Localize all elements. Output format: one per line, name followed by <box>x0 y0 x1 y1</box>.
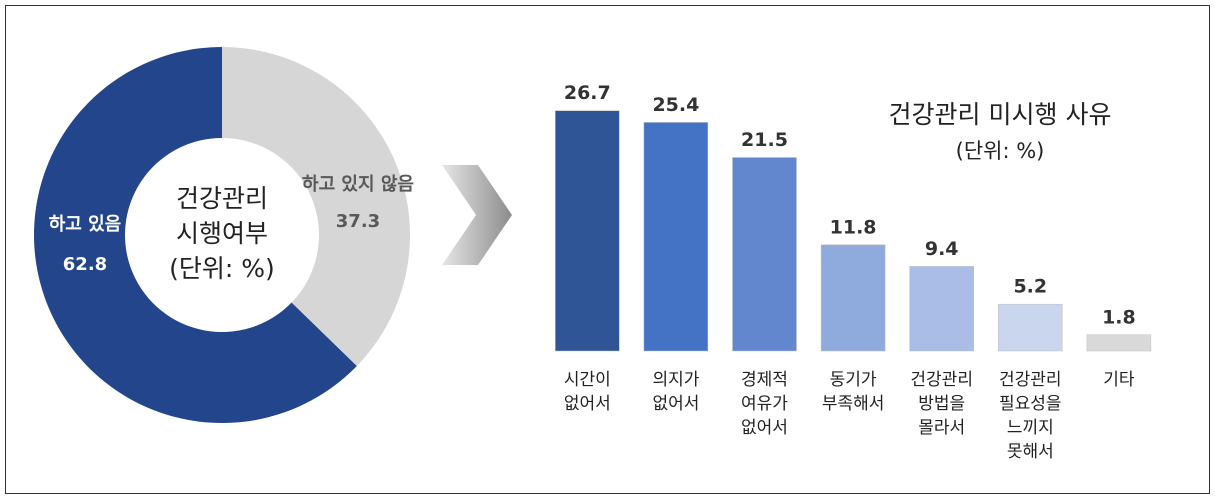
x-tick-label: 없어서 <box>652 394 699 414</box>
x-tick-label: 시간이 <box>564 370 611 390</box>
x-tick-label: 못해서 <box>1007 442 1054 462</box>
donut-slice <box>33 47 357 424</box>
slice-label: 하고 있지 않음 <box>302 174 414 195</box>
x-tick-label: 여유가 <box>741 394 788 414</box>
bar <box>555 110 620 352</box>
bar <box>909 266 974 352</box>
data-label: 26.7 <box>564 82 611 104</box>
data-label: 1.8 <box>1102 306 1136 328</box>
data-label: 21.5 <box>741 129 788 151</box>
data-label: 9.4 <box>925 238 959 260</box>
bar <box>998 303 1063 352</box>
bar-subtitle: (단위: %) <box>956 139 1045 163</box>
slice-value: 62.8 <box>63 254 107 275</box>
bar <box>732 157 797 352</box>
bar <box>643 122 709 352</box>
x-tick-label: 기타 <box>1103 370 1135 390</box>
data-label: 25.4 <box>652 94 699 116</box>
x-tick-label: 방법을 <box>918 394 965 414</box>
bar-title: 건강관리 미시행 사유 <box>889 100 1112 129</box>
x-tick-label: 동기가 <box>830 370 877 390</box>
slice-value: 37.3 <box>336 211 380 232</box>
donut-slice <box>222 47 410 366</box>
bar <box>1086 334 1152 352</box>
x-tick-label: 필요성을 <box>999 394 1062 414</box>
data-label: 5.2 <box>1013 276 1047 298</box>
x-tick-label: 의지가 <box>652 370 699 390</box>
data-label: 11.8 <box>830 216 877 238</box>
x-tick-label: 느끼지 <box>1007 418 1054 438</box>
slice-label: 하고 있음 <box>49 214 122 235</box>
x-tick-label: 경제적 <box>741 370 788 390</box>
x-tick-label: 없어서 <box>741 418 788 438</box>
arrow <box>442 165 512 265</box>
x-tick-label: 건강관리 <box>910 370 973 390</box>
x-tick-label: 부족해서 <box>822 394 885 414</box>
x-tick-label: 건강관리 <box>999 370 1062 390</box>
frame <box>5 5 1210 494</box>
center-text: (단위: %) <box>169 254 275 283</box>
bar <box>820 244 886 352</box>
center-text: 건강관리 <box>176 184 268 213</box>
center-text: 시행여부 <box>176 219 268 248</box>
x-tick-label: 몰라서 <box>918 418 965 438</box>
x-tick-label: 없어서 <box>564 394 611 414</box>
